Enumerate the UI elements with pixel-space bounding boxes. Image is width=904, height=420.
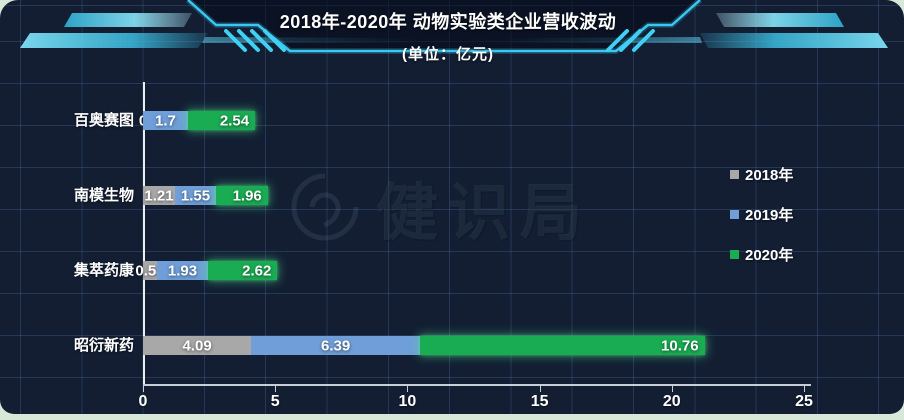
bar-segment[interactable] xyxy=(143,261,157,280)
axis-tick xyxy=(407,386,409,392)
legend-item[interactable]: 2019年 xyxy=(730,204,793,225)
category-label: 百奥赛图 xyxy=(73,111,134,129)
legend-swatch xyxy=(730,210,739,219)
axis-tick xyxy=(143,386,144,392)
bar-segment[interactable] xyxy=(143,111,188,130)
header-bar-right-large xyxy=(700,33,888,48)
axis-tick xyxy=(671,386,673,392)
header-slashes-right xyxy=(606,29,655,52)
axis-tick xyxy=(275,386,277,392)
title-panel xyxy=(188,0,700,51)
legend-label: 2020年 xyxy=(745,247,794,264)
value-label: 1.7 xyxy=(155,112,176,129)
chart-title: 2018年-2020年 动物实验类企业营收波动 xyxy=(279,12,617,32)
axis-tick xyxy=(804,386,805,392)
value-label: 1.93 xyxy=(167,262,198,279)
title-panel-border xyxy=(187,0,701,53)
axis-tick-label: 5 xyxy=(270,393,280,410)
y-axis-line xyxy=(143,82,145,384)
bar-segment[interactable] xyxy=(251,336,421,355)
legend-item[interactable]: 2018年 xyxy=(730,164,793,185)
bar-segment[interactable] xyxy=(143,186,175,205)
bar-segment[interactable] xyxy=(143,336,252,355)
bar-segment[interactable] xyxy=(215,186,268,205)
category-label: 集萃药康 xyxy=(73,261,134,279)
axis-tick-label: 10 xyxy=(398,393,417,410)
header-decoration xyxy=(20,0,888,54)
value-label: 2.54 xyxy=(219,112,250,129)
value-label: 1.21 xyxy=(144,187,174,204)
value-label: 10.76 xyxy=(661,337,699,354)
axis-tick-label: 0 xyxy=(138,393,148,410)
axis-tick-label: 25 xyxy=(795,393,813,410)
legend-swatch xyxy=(730,170,739,179)
legend-label: 2018年 xyxy=(745,167,794,184)
legend-label: 2019年 xyxy=(745,207,794,224)
bar-segment[interactable] xyxy=(208,261,278,280)
bar-segment[interactable] xyxy=(187,111,256,130)
axis-tick-label: 20 xyxy=(662,393,681,410)
bar-segment[interactable] xyxy=(174,186,216,205)
value-label: 4.09 xyxy=(182,337,212,354)
header-slashes-left xyxy=(224,29,286,52)
header-bar-left-small xyxy=(64,13,192,27)
chart-subtitle: (单位：亿元) xyxy=(402,46,494,63)
value-label: 1.96 xyxy=(232,187,262,204)
bar-segment[interactable] xyxy=(157,261,209,280)
legend: 2018年 2019年 2020年 xyxy=(730,164,793,265)
axis-tick xyxy=(539,386,541,392)
axis-tick-label: 15 xyxy=(530,393,549,410)
bar-segment[interactable] xyxy=(420,336,705,355)
legend-item[interactable]: 2020年 xyxy=(730,244,793,265)
header-bar-right-small xyxy=(716,13,844,27)
category-label: 昭衍新药 xyxy=(73,336,134,354)
title-block: 2018年-2020年 动物实验类企业营收波动 (单位：亿元) xyxy=(190,0,706,64)
legend-swatch xyxy=(730,250,739,259)
value-label: 2.62 xyxy=(242,262,272,279)
category-label: 南模生物 xyxy=(73,186,134,204)
header-bar-left-large xyxy=(20,33,208,48)
value-label: 6.39 xyxy=(321,337,351,354)
x-axis-line xyxy=(143,384,811,386)
value-label: 1.55 xyxy=(180,187,211,204)
